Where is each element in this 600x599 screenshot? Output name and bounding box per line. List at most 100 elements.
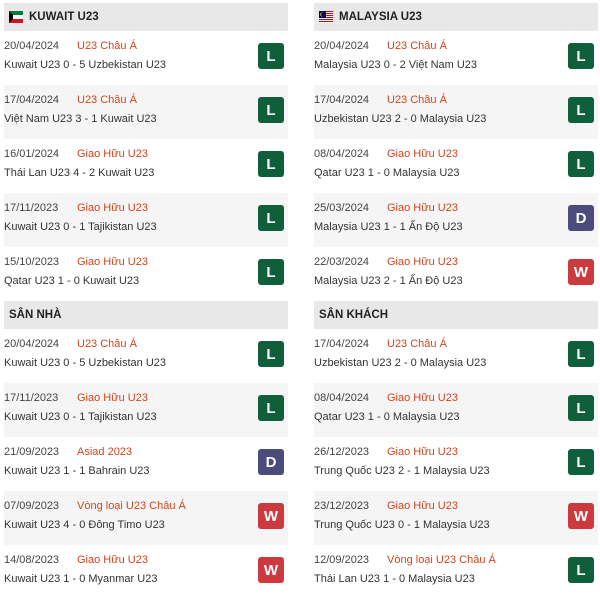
match-score: Uzbekistan U23 2 - 0 Malaysia U23 bbox=[314, 357, 487, 369]
result-badge: L bbox=[568, 43, 594, 69]
section-title: KUWAIT U23 bbox=[29, 11, 99, 23]
section-header: SÂN NHÀ bbox=[4, 301, 288, 329]
match-date: 21/09/2023 bbox=[4, 446, 60, 458]
match-row[interactable]: 14/08/2023 Giao Hữu U23 Kuwait U23 1 - 0… bbox=[4, 545, 288, 599]
section-header: KUWAIT U23 bbox=[4, 3, 288, 31]
match-row[interactable]: 07/09/2023 Vòng loại U23 Châu Á Kuwait U… bbox=[4, 491, 288, 545]
match-date: 20/04/2024 bbox=[4, 40, 60, 52]
match-row[interactable]: 20/04/2024 U23 Châu Á Malaysia U23 0 - 2… bbox=[314, 31, 598, 85]
match-date: 25/03/2024 bbox=[314, 202, 370, 214]
result-badge: L bbox=[258, 43, 284, 69]
competition-link[interactable]: Giao Hữu U23 bbox=[77, 554, 148, 566]
match-score: Malaysia U23 1 - 1 Ấn Độ U23 bbox=[314, 221, 463, 233]
match-row[interactable]: 26/12/2023 Giao Hữu U23 Trung Quốc U23 2… bbox=[314, 437, 598, 491]
match-date: 20/04/2024 bbox=[4, 338, 60, 350]
match-score: Malaysia U23 0 - 2 Việt Nam U23 bbox=[314, 59, 478, 71]
match-row[interactable]: 17/04/2024 U23 Châu Á Uzbekistan U23 2 -… bbox=[314, 329, 598, 383]
result-badge: W bbox=[568, 259, 594, 285]
malaysia-flag-icon bbox=[319, 11, 333, 23]
match-score: Malaysia U23 2 - 1 Ấn Độ U23 bbox=[314, 275, 463, 287]
result-badge: L bbox=[568, 151, 594, 177]
competition-link[interactable]: Giao Hữu U23 bbox=[387, 392, 458, 404]
result-badge: L bbox=[258, 341, 284, 367]
match-date: 17/04/2024 bbox=[314, 338, 370, 350]
competition-link[interactable]: U23 Châu Á bbox=[77, 40, 137, 52]
competition-link[interactable]: U23 Châu Á bbox=[387, 40, 447, 52]
match-date: 17/04/2024 bbox=[314, 94, 370, 106]
competition-link[interactable]: U23 Châu Á bbox=[387, 338, 447, 350]
section-header: MALAYSIA U23 bbox=[314, 3, 598, 31]
match-row[interactable]: 17/04/2024 U23 Châu Á Uzbekistan U23 2 -… bbox=[314, 85, 598, 139]
match-date: 17/11/2023 bbox=[4, 202, 59, 214]
kuwait-flag-icon bbox=[9, 11, 23, 23]
match-row[interactable]: 17/11/2023 Giao Hữu U23 Kuwait U23 0 - 1… bbox=[4, 193, 288, 247]
competition-link[interactable]: Giao Hữu U23 bbox=[387, 256, 458, 268]
result-badge: L bbox=[258, 259, 284, 285]
match-score: Qatar U23 1 - 0 Malaysia U23 bbox=[314, 411, 460, 423]
match-row[interactable]: 08/04/2024 Giao Hữu U23 Qatar U23 1 - 0 … bbox=[314, 139, 598, 193]
section-header: SÂN KHÁCH bbox=[314, 301, 598, 329]
result-badge: L bbox=[568, 557, 594, 583]
match-score: Thái Lan U23 1 - 0 Malaysia U23 bbox=[314, 573, 475, 585]
match-row[interactable]: 17/04/2024 U23 Châu Á Việt Nam U23 3 - 1… bbox=[4, 85, 288, 139]
match-date: 26/12/2023 bbox=[314, 446, 370, 458]
match-date: 08/04/2024 bbox=[314, 148, 370, 160]
competition-link[interactable]: Giao Hữu U23 bbox=[387, 148, 458, 160]
competition-link[interactable]: Giao Hữu U23 bbox=[77, 392, 148, 404]
match-score: Kuwait U23 1 - 0 Myanmar U23 bbox=[4, 573, 158, 585]
match-score: Việt Nam U23 3 - 1 Kuwait U23 bbox=[4, 113, 157, 125]
match-score: Kuwait U23 0 - 5 Uzbekistan U23 bbox=[4, 357, 167, 369]
match-score: Kuwait U23 1 - 1 Bahrain U23 bbox=[4, 465, 150, 477]
result-badge: W bbox=[258, 503, 284, 529]
competition-link[interactable]: U23 Châu Á bbox=[387, 94, 447, 106]
match-score: Kuwait U23 4 - 0 Đông Timo U23 bbox=[4, 519, 165, 531]
competition-link[interactable]: Vòng loại U23 Châu Á bbox=[387, 554, 496, 566]
match-row[interactable]: 22/03/2024 Giao Hữu U23 Malaysia U23 2 -… bbox=[314, 247, 598, 301]
match-row[interactable]: 23/12/2023 Giao Hữu U23 Trung Quốc U23 0… bbox=[314, 491, 598, 545]
competition-link[interactable]: U23 Châu Á bbox=[77, 338, 137, 350]
match-row[interactable]: 12/09/2023 Vòng loại U23 Châu Á Thái Lan… bbox=[314, 545, 598, 599]
competition-link[interactable]: Asiad 2023 bbox=[77, 446, 133, 458]
match-score: Qatar U23 1 - 0 Kuwait U23 bbox=[4, 275, 140, 287]
match-score: Trung Quốc U23 0 - 1 Malaysia U23 bbox=[314, 519, 490, 531]
result-badge: L bbox=[258, 151, 284, 177]
match-date: 17/11/2023 bbox=[4, 392, 59, 404]
result-badge: L bbox=[258, 97, 284, 123]
competition-link[interactable]: Giao Hữu U23 bbox=[387, 500, 458, 512]
competition-link[interactable]: U23 Châu Á bbox=[77, 94, 137, 106]
match-row[interactable]: 15/10/2023 Giao Hữu U23 Qatar U23 1 - 0 … bbox=[4, 247, 288, 301]
match-score: Trung Quốc U23 2 - 1 Malaysia U23 bbox=[314, 465, 490, 477]
match-score: Thái Lan U23 4 - 2 Kuwait U23 bbox=[4, 167, 155, 179]
match-row[interactable]: 08/04/2024 Giao Hữu U23 Qatar U23 1 - 0 … bbox=[314, 383, 598, 437]
match-row[interactable]: 20/04/2024 U23 Châu Á Kuwait U23 0 - 5 U… bbox=[4, 31, 288, 85]
match-row[interactable]: 20/04/2024 U23 Châu Á Kuwait U23 0 - 5 U… bbox=[4, 329, 288, 383]
section-title: SÂN NHÀ bbox=[9, 309, 62, 321]
kuwait-form-panel: KUWAIT U23 20/04/2024 U23 Châu Á Kuwait … bbox=[4, 3, 288, 599]
match-date: 23/12/2023 bbox=[314, 500, 370, 512]
competition-link[interactable]: Giao Hữu U23 bbox=[387, 446, 458, 458]
match-row[interactable]: 17/11/2023 Giao Hữu U23 Kuwait U23 0 - 1… bbox=[4, 383, 288, 437]
match-date: 12/09/2023 bbox=[314, 554, 370, 566]
result-badge: L bbox=[258, 395, 284, 421]
match-date: 14/08/2023 bbox=[4, 554, 60, 566]
malaysia-form-panel: MALAYSIA U23 20/04/2024 U23 Châu Á Malay… bbox=[314, 3, 598, 599]
match-score: Kuwait U23 0 - 1 Tajikistan U23 bbox=[4, 411, 157, 423]
result-badge: L bbox=[568, 97, 594, 123]
match-date: 17/04/2024 bbox=[4, 94, 60, 106]
competition-link[interactable]: Giao Hữu U23 bbox=[387, 202, 458, 214]
match-row[interactable]: 25/03/2024 Giao Hữu U23 Malaysia U23 1 -… bbox=[314, 193, 598, 247]
match-date: 22/03/2024 bbox=[314, 256, 370, 268]
competition-link[interactable]: Vòng loại U23 Châu Á bbox=[77, 500, 186, 512]
result-badge: L bbox=[258, 205, 284, 231]
match-row[interactable]: 16/01/2024 Giao Hữu U23 Thái Lan U23 4 -… bbox=[4, 139, 288, 193]
competition-link[interactable]: Giao Hữu U23 bbox=[77, 256, 148, 268]
match-score: Kuwait U23 0 - 5 Uzbekistan U23 bbox=[4, 59, 167, 71]
competition-link[interactable]: Giao Hữu U23 bbox=[77, 202, 148, 214]
competition-link[interactable]: Giao Hữu U23 bbox=[77, 148, 148, 160]
match-score: Qatar U23 1 - 0 Malaysia U23 bbox=[314, 167, 460, 179]
match-row[interactable]: 21/09/2023 Asiad 2023 Kuwait U23 1 - 1 B… bbox=[4, 437, 288, 491]
result-badge: W bbox=[258, 557, 284, 583]
match-score: Uzbekistan U23 2 - 0 Malaysia U23 bbox=[314, 113, 487, 125]
match-score: Kuwait U23 0 - 1 Tajikistan U23 bbox=[4, 221, 157, 233]
result-badge: L bbox=[568, 395, 594, 421]
